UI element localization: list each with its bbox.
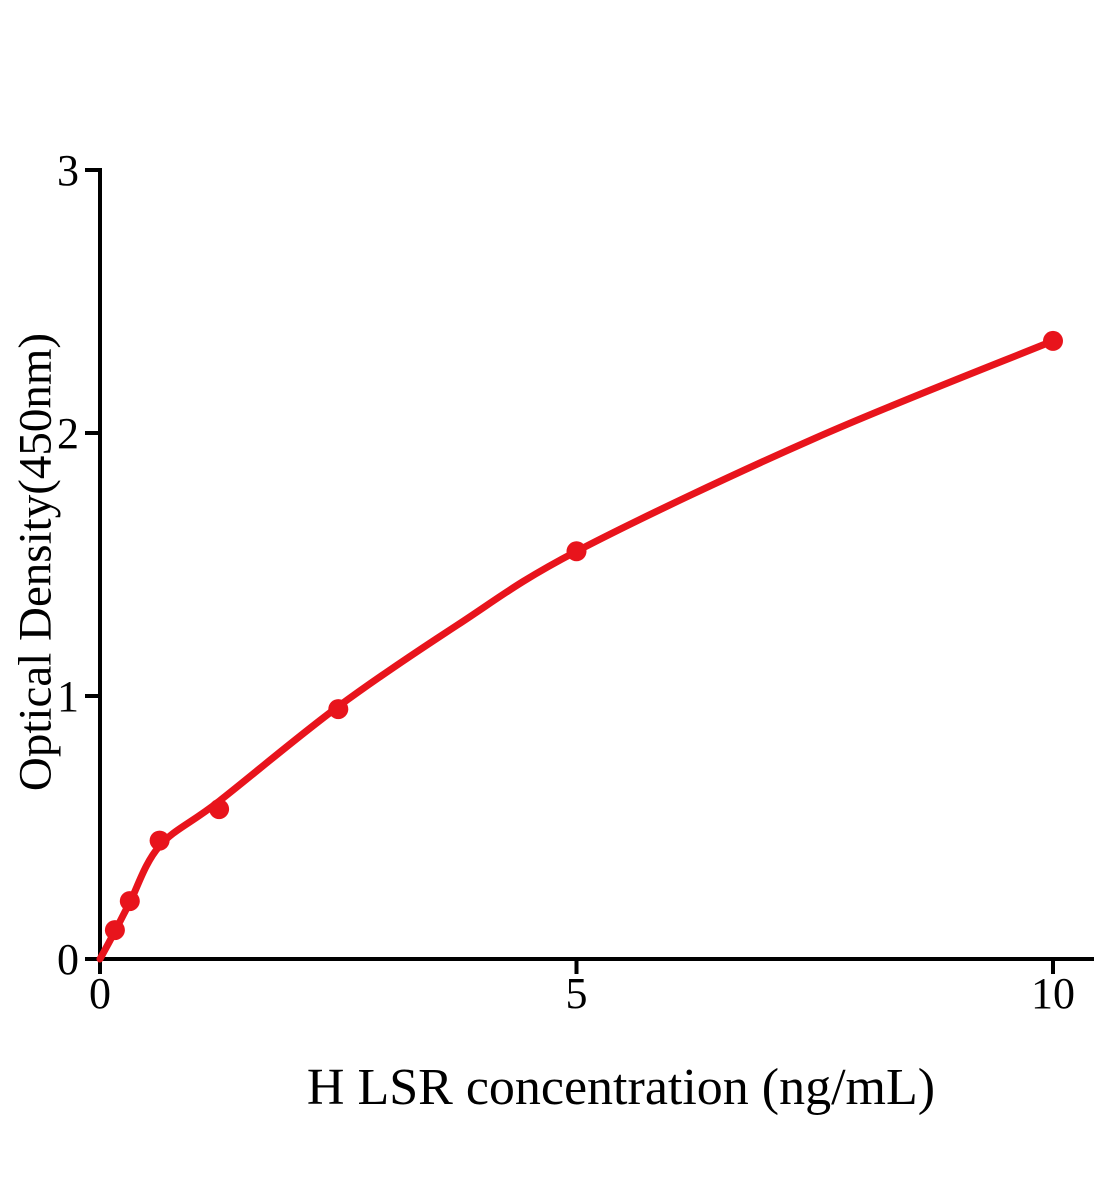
y-tick-label: 1 (57, 672, 79, 721)
data-point (119, 891, 140, 912)
x-tick-label: 5 (566, 969, 588, 1018)
y-tick-label: 2 (57, 409, 79, 458)
data-point (149, 830, 170, 851)
x-tick-label: 0 (89, 969, 111, 1018)
data-point (1043, 330, 1063, 351)
y-tick-label: 3 (57, 146, 79, 195)
x-axis-title: H LSR concentration (ng/mL) (306, 1059, 936, 1116)
data-point (566, 541, 587, 562)
data-point (328, 699, 349, 720)
data-point (104, 920, 125, 941)
data-point (209, 799, 230, 820)
y-tick-label: 0 (57, 935, 79, 984)
y-axis-title: Optical Density(450nm) (9, 332, 62, 792)
fit-curve (96, 337, 1057, 963)
x-tick-label: 10 (1031, 969, 1075, 1018)
